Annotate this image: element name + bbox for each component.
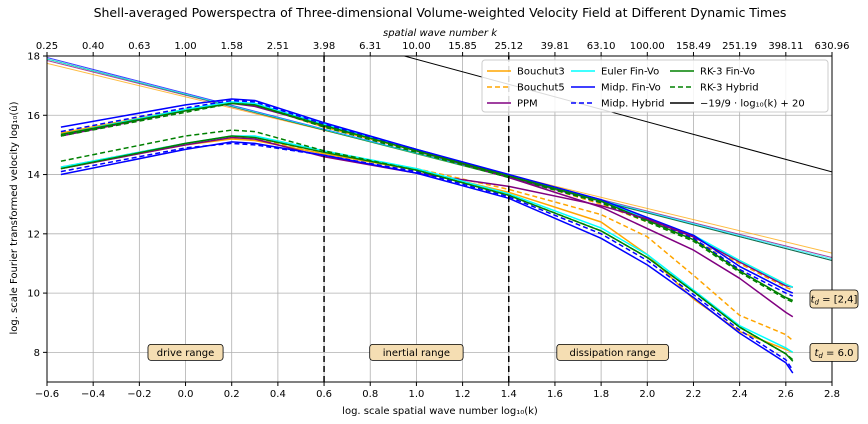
fit-lines	[47, 56, 832, 261]
top-tick-label: 251.19	[722, 41, 757, 52]
y-tick-label: 8	[34, 348, 40, 359]
series-line	[60, 102, 794, 303]
x-tick-label: 0.6	[316, 389, 332, 400]
x-tick-label: 2.4	[732, 389, 748, 400]
series-line	[60, 138, 794, 354]
x-tick-label: 1.2	[455, 389, 471, 400]
top-x-axis-ticks: 0.25 0.40 0.63 1.00 1.58 2.51 3.98 6.31 10.00 15.…	[36, 41, 850, 56]
top-tick-label: 1.00	[174, 41, 196, 52]
x-tick-label: 1.0	[408, 389, 424, 400]
x-tick-label: 0.8	[362, 389, 378, 400]
y-tick-label: 12	[27, 229, 40, 240]
x-tick-label: 2.8	[824, 389, 840, 400]
series-line	[60, 135, 794, 362]
legend: Bouchut3 Bouchut5 PPM Euler Fin-Vo Midp. Fin…	[481, 59, 829, 113]
x-tick-label: −0.4	[81, 389, 105, 400]
x-tick-label: −0.2	[127, 389, 151, 400]
series-line	[60, 142, 794, 371]
x-axis-label: log. scale spatial wave number log₁₀(k)	[342, 406, 538, 417]
series-line	[60, 136, 794, 342]
legend-box	[481, 59, 829, 113]
plot-area	[46, 55, 833, 383]
series-line	[60, 102, 793, 288]
range-label: dissipation range	[570, 348, 656, 359]
time-label-box	[809, 289, 859, 309]
series-line	[60, 102, 794, 288]
x-tick-label: 1.8	[593, 389, 609, 400]
top-x-axis-label: spatial wave number k	[383, 28, 498, 39]
x-axis-ticks: −0.6 −0.4 −0.2 0.0 0.2 0.4 0.6 0.8 1.0 1.2 1.4 1.6 1…	[35, 382, 840, 400]
top-tick-label: 398.11	[768, 41, 803, 52]
series-line	[60, 141, 794, 374]
x-tick-label: 2.6	[778, 389, 794, 400]
range-label-box	[369, 343, 464, 361]
top-tick-label: 0.25	[36, 41, 58, 52]
series-layer	[60, 98, 794, 374]
top-tick-label: 39.81	[541, 41, 570, 52]
y-axis-ticks: 8 10 12 14 16 18	[27, 52, 47, 359]
x-tick-label: 2.0	[639, 389, 655, 400]
y-tick-label: 14	[27, 170, 40, 181]
top-tick-label: 630.96	[815, 41, 850, 52]
series-line	[60, 135, 794, 354]
legend-label: Midp. Hybrid	[601, 99, 664, 110]
x-tick-label: 1.4	[501, 389, 517, 400]
legend-label: Bouchut5	[517, 83, 565, 94]
legend-label: −19/9 · log₁₀(k) + 20	[700, 99, 805, 110]
x-tick-label: 1.6	[547, 389, 563, 400]
legend-label: Euler Fin-Vo	[601, 67, 659, 78]
series-line	[508, 176, 794, 318]
top-tick-label: 6.31	[359, 41, 381, 52]
top-tick-label: 100.00	[630, 41, 665, 52]
top-tick-label: 63.10	[587, 41, 616, 52]
y-tick-label: 16	[27, 111, 40, 122]
top-tick-label: 25.12	[494, 41, 523, 52]
y-axis-label: log. scale Fourier transformed velocity …	[8, 101, 20, 334]
top-tick-label: 15.85	[448, 41, 477, 52]
time-label: td = [2,4]	[811, 295, 858, 307]
series-line	[60, 102, 794, 302]
range-label-box	[147, 343, 224, 361]
y-tick-label: 18	[27, 52, 40, 63]
x-tick-label: 0.0	[178, 389, 194, 400]
legend-label: RK-3 Fin-Vo	[700, 67, 755, 78]
legend-label: RK-3 Hybrid	[700, 83, 759, 94]
x-tick-label: 0.2	[224, 389, 240, 400]
time-label: td = 6.0	[814, 348, 853, 360]
top-tick-label: 0.63	[128, 41, 150, 52]
series-line	[60, 129, 794, 361]
legend-label: Midp. Fin-Vo	[601, 83, 661, 94]
x-tick-label: −0.6	[35, 389, 59, 400]
top-tick-label: 10.00	[402, 41, 431, 52]
top-tick-label: 2.51	[267, 41, 289, 52]
top-tick-label: 3.98	[313, 41, 335, 52]
time-label-box	[809, 342, 859, 362]
series-line	[60, 101, 794, 288]
top-tick-label: 0.40	[82, 41, 104, 52]
legend-label: Bouchut3	[517, 67, 565, 78]
series-line	[60, 99, 794, 297]
x-tick-label: 0.4	[270, 389, 286, 400]
legend-label: PPM	[517, 99, 538, 110]
annotations: drive range inertial range dissipation ran…	[147, 289, 859, 362]
top-tick-label: 1.58	[221, 41, 243, 52]
series-line	[60, 98, 794, 294]
fit-line	[47, 58, 832, 260]
x-tick-label: 2.2	[686, 389, 702, 400]
top-tick-label: 158.49	[676, 41, 711, 52]
chart-title: Shell-averaged Powerspectra of Three-dim…	[94, 5, 787, 20]
y-tick-label: 10	[27, 289, 40, 300]
range-label: drive range	[157, 348, 215, 359]
range-label-box	[556, 343, 669, 361]
range-label: inertial range	[383, 348, 450, 359]
